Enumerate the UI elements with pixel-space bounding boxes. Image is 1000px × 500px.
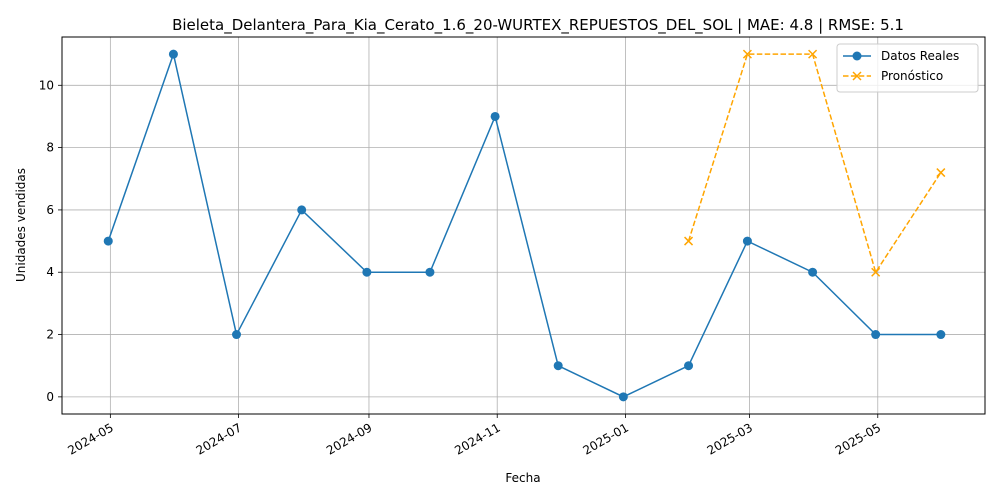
- y-tick-label: 2: [46, 328, 54, 342]
- data-point: [808, 267, 818, 277]
- legend-label-pronostico: Pronóstico: [881, 69, 943, 83]
- data-point: [871, 330, 881, 340]
- x-axis-label: Fecha: [505, 471, 540, 485]
- legend: Datos Reales Pronóstico: [836, 43, 979, 93]
- legend-marker-datos-reales: [852, 51, 862, 61]
- data-point: [297, 205, 307, 215]
- x-tick-label: 2024-11: [452, 420, 502, 457]
- legend-box: [836, 43, 979, 93]
- y-tick-label: 4: [46, 265, 54, 279]
- data-point: [618, 392, 628, 402]
- data-point: [425, 267, 435, 277]
- legend-marker-pronostico: [852, 71, 862, 81]
- data-point: [232, 330, 242, 340]
- data-point: [742, 49, 752, 59]
- x-tick-label: 2025-03: [705, 420, 755, 457]
- series-pronostico: [684, 49, 946, 277]
- chart-title: Bieleta_Delantera_Para_Kia_Cerato_1.6_20…: [172, 16, 904, 35]
- x-axis: 2024-05 2024-07 2024-09 2024-11 2025-01 2025-…: [65, 414, 883, 458]
- data-point: [936, 330, 946, 340]
- y-tick-label: 10: [39, 78, 54, 92]
- y-tick-label: 6: [46, 203, 54, 217]
- data-point: [808, 49, 818, 59]
- data-point: [871, 267, 881, 277]
- x-tick-label: 2024-07: [194, 420, 244, 457]
- legend-label-datos-reales: Datos Reales: [881, 49, 959, 63]
- data-point: [168, 49, 178, 59]
- x-tick-label: 2025-01: [581, 420, 631, 457]
- data-point: [936, 168, 946, 178]
- x-tick-label: 2025-05: [833, 420, 883, 457]
- data-point: [742, 236, 752, 246]
- y-tick-label: 0: [46, 390, 54, 404]
- grid: [62, 37, 985, 414]
- y-axis: 0 2 4 6 8 10: [39, 78, 62, 404]
- x-tick-label: 2024-05: [65, 420, 115, 457]
- series-layer: [103, 49, 946, 402]
- data-point: [553, 361, 563, 371]
- y-tick-label: 8: [46, 141, 54, 155]
- data-point: [362, 267, 372, 277]
- plot-frame: [61, 36, 986, 415]
- series-line-datos-reales: [107, 51, 941, 398]
- y-axis-label: Unidades vendidas: [14, 168, 28, 282]
- data-point: [684, 236, 694, 246]
- series-datos-reales: [103, 49, 946, 402]
- data-point: [490, 111, 500, 121]
- x-tick-label: 2024-09: [324, 420, 374, 457]
- data-point: [684, 361, 694, 371]
- data-point: [103, 236, 113, 246]
